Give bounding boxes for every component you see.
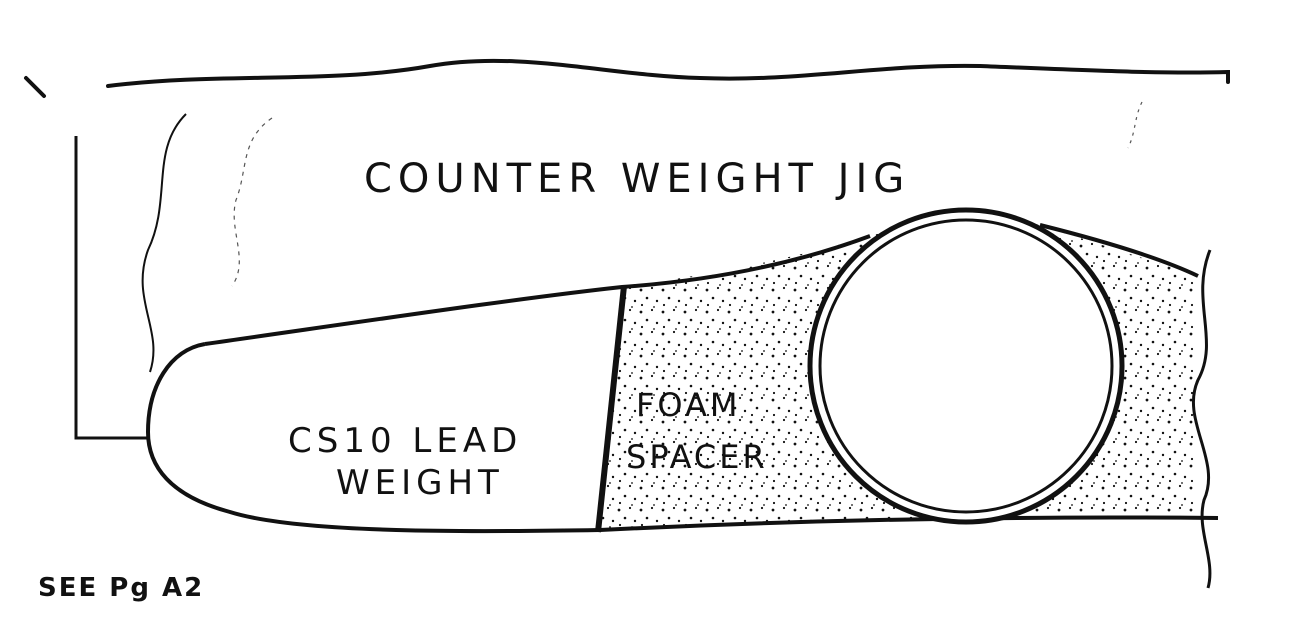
tube-inner-circle (818, 218, 1114, 514)
jig-left-edge (74, 136, 148, 440)
wood-grain-line (141, 113, 187, 373)
jig-top-edge (106, 58, 1230, 88)
lead-weight-label-line2: WEIGHT (336, 463, 504, 503)
part-outline-bottom-right (599, 515, 1219, 532)
jig-top-corner-tick (24, 76, 46, 98)
break-line (1192, 249, 1212, 589)
foam-label-line2: SPACER (626, 438, 768, 476)
lead-weight-body (148, 287, 622, 531)
lead-weight-label-line1: CS10 LEAD (288, 421, 522, 461)
part-outline-bottom (145, 342, 601, 534)
part-outline-top (204, 234, 871, 346)
weight-foam-divider (595, 285, 627, 533)
jig-label: COUNTER WEIGHT JIG (364, 156, 910, 202)
reference-note: SEE Pg A2 (38, 573, 204, 603)
wood-grain-line (231, 117, 273, 287)
part-outline-top-right (1039, 223, 1199, 278)
wood-grain-line (1127, 101, 1143, 149)
foam-label-line1: FOAM (636, 386, 741, 424)
